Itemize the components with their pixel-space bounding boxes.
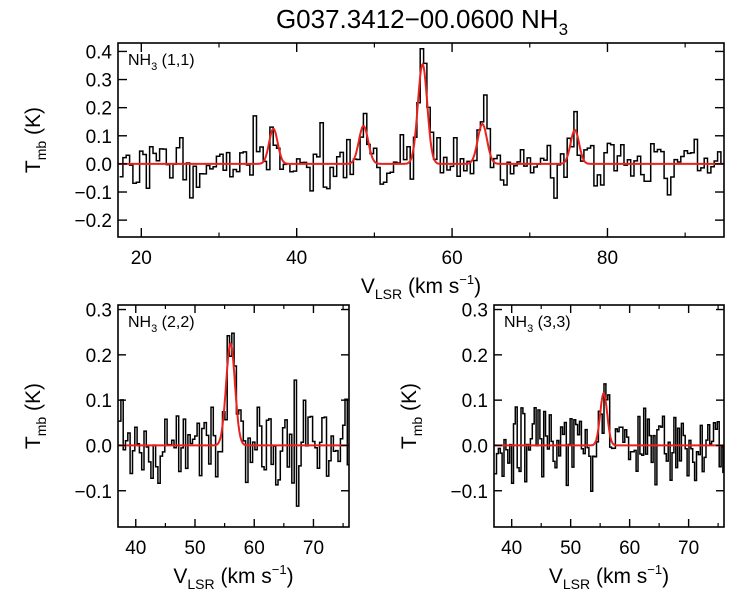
panel-label-species: NH [128, 314, 151, 331]
y-axis-label: Tmb (K) [22, 107, 49, 173]
y-tick-label: 0.2 [86, 99, 112, 120]
x-axis-label-unit: (km s [215, 565, 272, 588]
x-axis-label-sub: LSR [187, 576, 214, 592]
x-tick-label: 70 [678, 538, 699, 559]
y-tick-label: 0.4 [86, 42, 113, 63]
x-axis-label-close: ) [287, 565, 294, 588]
y-tick-label: −0.1 [450, 482, 488, 503]
fit-curve [494, 392, 724, 447]
x-tick-label: 60 [244, 538, 265, 559]
x-axis-label-sup: −1 [459, 272, 474, 287]
panel-label-sub: 3 [151, 323, 157, 335]
x-tick-label: 40 [501, 538, 522, 559]
y-axis-label-sub: mb [33, 417, 49, 437]
x-axis-label-close: ) [474, 275, 481, 298]
x-axis-label: VLSR (km s−1) [361, 272, 481, 302]
y-axis-label-unit: (K) [22, 107, 45, 141]
panel-label-species: NH [504, 314, 527, 331]
panel-nh3-22: 40 50 60 70 −0.1 0.0 0.1 0.2 0.3 NH3 (2,2) VLSR (k… [22, 301, 350, 592]
panel-nh3-11: 20 40 60 80 −0.2 −0.1 0.0 0.1 0.2 0.3 0.4 NH3 (1,1)… [22, 42, 725, 302]
plot-frame [117, 304, 350, 528]
x-axis-label-sup: −1 [272, 562, 287, 577]
spectrum-line [494, 383, 724, 493]
x-axis-label-main: V [173, 565, 187, 588]
x-axis-label-sub: LSR [375, 286, 402, 302]
fit-curve [118, 62, 724, 165]
x-tick-label: 60 [442, 248, 463, 269]
x-axis-label-sub: LSR [563, 576, 590, 592]
x-axis-label: VLSR (km s−1) [549, 562, 669, 592]
panel-label-transition: (2,2) [157, 314, 194, 331]
x-tick-label: 50 [560, 538, 581, 559]
x-axis-label-sup: −1 [647, 562, 662, 577]
panel-label-sub: 3 [527, 323, 533, 335]
y-tick-label: 0.0 [86, 436, 112, 457]
y-axis-label-sub: mb [33, 141, 49, 161]
x-tick-label: 80 [597, 248, 618, 269]
x-axis-label-main: V [361, 275, 375, 298]
panel-label-species: NH [128, 52, 151, 69]
panel-label-sub: 3 [151, 61, 157, 73]
figure-title: G037.3412−00.0600 NH3 [276, 4, 568, 39]
panel-label: NH3 (1,1) [128, 52, 195, 73]
panel-label: NH3 (3,3) [504, 314, 571, 335]
y-axis-label-main: T [398, 436, 421, 449]
x-tick-label: 40 [125, 538, 146, 559]
y-tick-label: −0.1 [74, 183, 112, 204]
x-tick-label: 20 [131, 248, 152, 269]
plot-frame [493, 304, 725, 528]
spectrum-line [118, 332, 349, 507]
y-tick-label: 0.0 [86, 155, 112, 176]
y-axis-label: Tmb (K) [398, 383, 425, 449]
x-axis-label-unit: (km s [402, 275, 459, 298]
y-axis-label-unit: (K) [22, 383, 45, 417]
x-axis-label-unit: (km s [590, 565, 647, 588]
x-axis-label: VLSR (km s−1) [173, 562, 293, 592]
y-tick-label: 0.2 [462, 346, 488, 367]
x-tick-label: 60 [619, 538, 640, 559]
fit-curve [118, 342, 349, 447]
x-axis-label-close: ) [662, 565, 669, 588]
x-tick-label: 70 [303, 538, 324, 559]
plot-frame [117, 42, 725, 238]
y-axis-label: Tmb (K) [22, 383, 49, 449]
y-tick-label: −0.1 [74, 482, 112, 503]
y-axis-label-main: T [22, 160, 45, 173]
spectrum-line [119, 48, 724, 199]
panel-label: NH3 (2,2) [128, 314, 195, 335]
x-axis-label-main: V [549, 565, 563, 588]
y-tick-label: 0.1 [86, 127, 112, 148]
y-tick-label: 0.0 [462, 436, 488, 457]
y-tick-label: 0.3 [86, 301, 112, 322]
y-tick-label: 0.3 [462, 301, 488, 322]
y-tick-label: 0.3 [86, 71, 112, 92]
y-tick-label: 0.2 [86, 346, 112, 367]
x-tick-label: 50 [184, 538, 205, 559]
y-axis-label-sub: mb [409, 417, 425, 437]
panel-nh3-33: 40 50 60 70 −0.1 0.0 0.1 0.2 0.3 NH3 (3,3) VLSR (k… [398, 301, 725, 592]
panel-label-transition: (3,3) [533, 314, 570, 331]
x-tick-label: 40 [286, 248, 307, 269]
y-tick-label: 0.1 [86, 391, 112, 412]
y-axis-label-unit: (K) [398, 383, 421, 417]
panel-label-transition: (1,1) [157, 52, 194, 69]
y-axis-label-main: T [22, 436, 45, 449]
y-tick-label: −0.2 [74, 211, 112, 232]
y-tick-label: 0.1 [462, 391, 488, 412]
